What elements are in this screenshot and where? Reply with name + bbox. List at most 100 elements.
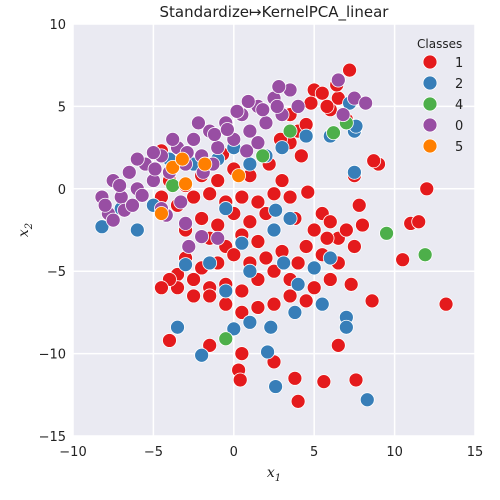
data-point-class-2	[260, 344, 275, 360]
data-point-class-1	[306, 222, 322, 238]
data-point-class-0	[178, 216, 193, 231]
x-tick-label: 5	[310, 445, 318, 460]
data-point-class-0	[165, 131, 181, 147]
data-point-class-2	[359, 392, 375, 408]
data-point-class-2	[242, 314, 258, 330]
legend-marker-1	[422, 54, 438, 70]
data-point-class-1	[342, 62, 357, 78]
data-point-class-1	[395, 252, 411, 268]
data-point-class-1	[162, 333, 177, 348]
data-point-class-0	[181, 239, 197, 254]
data-point-class-1	[154, 280, 169, 296]
data-point-class-1	[319, 230, 335, 246]
data-point-class-2	[287, 304, 303, 320]
data-point-class-1	[290, 393, 306, 409]
data-point-class-1	[210, 217, 226, 233]
data-point-class-2	[242, 263, 258, 279]
data-point-class-0	[358, 95, 374, 111]
data-point-class-1	[202, 186, 218, 202]
data-point-class-0	[112, 178, 128, 193]
data-point-class-1	[274, 173, 290, 188]
data-point-class-2	[314, 296, 330, 312]
y-tick-label: 5	[58, 100, 66, 115]
data-point-class-1	[186, 189, 202, 205]
data-point-class-2	[276, 255, 292, 271]
data-point-class-4	[417, 247, 433, 263]
data-point-class-2	[290, 276, 306, 292]
data-point-class-5	[197, 156, 213, 172]
data-point-class-0	[219, 122, 235, 137]
x-tick-label: 10	[386, 445, 403, 460]
data-point-class-0	[125, 197, 140, 213]
data-point-class-0	[97, 197, 113, 213]
data-point-class-2	[338, 319, 354, 335]
data-point-class-2	[234, 235, 250, 251]
chart-title: Standardize↦KernelPCA_linear	[160, 3, 390, 22]
data-point-class-1	[438, 296, 454, 312]
data-point-class-0	[239, 143, 255, 159]
data-point-class-4	[255, 148, 271, 164]
legend: Classes 1 2 4 0 5	[417, 37, 463, 155]
data-point-class-1	[338, 222, 354, 238]
data-point-class-0	[242, 123, 258, 139]
legend-marker-4	[422, 96, 438, 112]
data-point-class-1	[306, 280, 322, 296]
data-point-class-1	[234, 346, 250, 362]
data-point-class-2	[346, 164, 362, 180]
y-tick-label: −15	[39, 430, 66, 445]
data-point-class-1	[282, 288, 298, 304]
data-point-class-4	[326, 125, 341, 141]
data-point-class-0	[207, 127, 222, 142]
y-axis-label: x2	[16, 223, 35, 237]
data-point-class-1	[355, 217, 370, 233]
data-point-class-1	[194, 211, 210, 226]
data-point-class-2	[282, 211, 298, 226]
data-point-class-5	[174, 151, 190, 167]
data-point-class-0	[210, 140, 226, 156]
y-tick-label: −10	[39, 348, 66, 363]
data-point-class-1	[202, 288, 218, 304]
data-point-class-0	[269, 99, 285, 114]
data-point-class-1	[300, 184, 316, 200]
data-point-class-1	[210, 173, 226, 188]
data-point-class-0	[271, 79, 287, 95]
data-point-class-1	[293, 148, 309, 164]
data-point-class-0	[134, 187, 150, 203]
data-point-class-2	[263, 319, 279, 335]
data-point-class-1	[218, 296, 234, 312]
data-point-class-1	[316, 374, 332, 390]
legend-label-1: 1	[455, 56, 463, 71]
data-point-class-2	[298, 128, 314, 144]
data-point-class-1	[366, 153, 382, 169]
y-tick-label: −5	[47, 265, 66, 280]
legend-label-4: 4	[455, 98, 463, 113]
legend-label-2: 2	[455, 77, 463, 92]
data-point-class-0	[229, 103, 245, 119]
legend-label-5: 5	[455, 140, 463, 155]
data-point-class-1	[202, 337, 218, 353]
legend-title: Classes	[417, 37, 462, 51]
data-point-class-1	[266, 296, 282, 312]
data-point-class-1	[287, 370, 303, 386]
x-tick-label: 0	[230, 445, 238, 460]
data-point-class-0	[173, 194, 189, 210]
x-tick-label: −10	[59, 445, 86, 460]
data-points	[94, 62, 454, 409]
y-tick-label: 0	[58, 183, 66, 198]
x-tick-label: 15	[467, 445, 484, 460]
data-point-class-2	[226, 321, 242, 337]
data-point-class-1	[364, 293, 380, 309]
data-point-class-0	[129, 151, 145, 167]
data-point-class-1	[348, 372, 364, 388]
data-point-class-1	[266, 186, 282, 202]
data-point-class-5	[165, 159, 181, 175]
data-point-class-0	[335, 107, 351, 123]
data-point-class-0	[240, 94, 256, 109]
data-point-class-5	[231, 168, 247, 184]
y-tick-label: 10	[49, 18, 66, 33]
data-point-class-2	[268, 202, 284, 218]
data-point-class-1	[419, 181, 435, 197]
data-point-class-0	[186, 131, 202, 147]
